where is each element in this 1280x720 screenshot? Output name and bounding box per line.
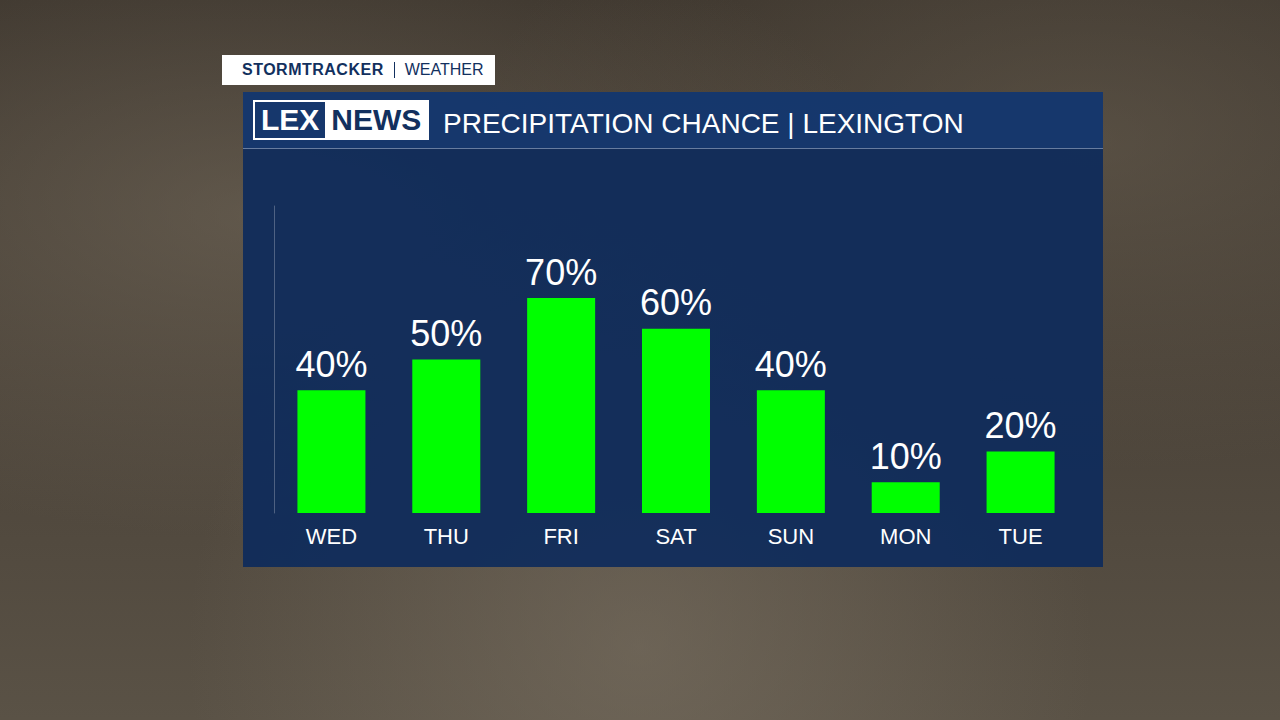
- svg-text:60%: 60%: [640, 282, 712, 323]
- svg-text:PRECIPITATION CHANCE | LEXINGT: PRECIPITATION CHANCE | LEXINGTON: [443, 108, 964, 139]
- html-text:STORMTRACKER: STORMTRACKER: [242, 61, 384, 78]
- svg-text:WED: WED: [306, 524, 357, 549]
- svg-text:40%: 40%: [755, 344, 827, 385]
- svg-text:70%: 70%: [525, 252, 597, 293]
- svg-text:SAT: SAT: [655, 524, 696, 549]
- svg-text:THU: THU: [424, 524, 469, 549]
- html-text:LEX NEWS: LEX NEWS: [261, 103, 422, 136]
- svg-text:10%: 10%: [870, 436, 942, 477]
- svg-text:FRI: FRI: [543, 524, 578, 549]
- html-text:WEATHER: WEATHER: [404, 61, 484, 78]
- svg-text:50%: 50%: [410, 313, 482, 354]
- svg-text:MON: MON: [880, 524, 931, 549]
- svg-text:SUN: SUN: [768, 524, 814, 549]
- svg-text:TUE: TUE: [999, 524, 1043, 549]
- svg-text:20%: 20%: [985, 405, 1057, 446]
- svg-text:40%: 40%: [295, 344, 367, 385]
